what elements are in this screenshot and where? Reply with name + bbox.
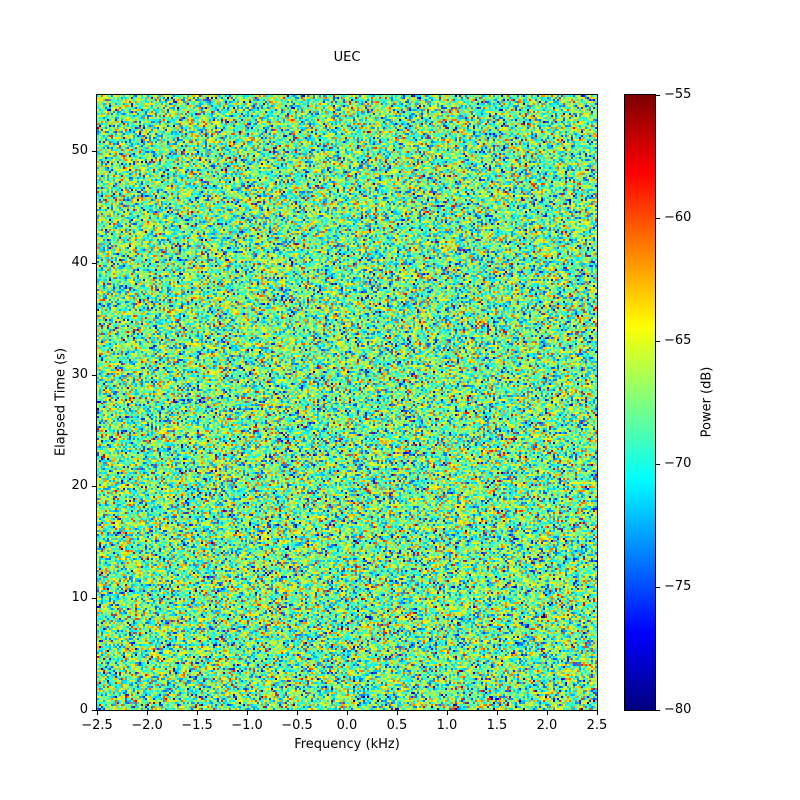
x-tick-mark bbox=[297, 711, 298, 715]
colorbar-tick-label: −55 bbox=[664, 87, 692, 102]
colorbar-tick-label: −75 bbox=[664, 579, 692, 594]
x-tick-mark bbox=[347, 711, 348, 715]
x-tick-label: 1.5 bbox=[486, 718, 508, 733]
y-tick-label: 30 bbox=[71, 366, 88, 382]
y-tick-mark bbox=[92, 374, 96, 376]
x-tick-mark bbox=[147, 711, 148, 715]
figure-title: UEC bbox=[333, 50, 361, 65]
y-tick-mark bbox=[92, 710, 96, 711]
x-tick-label: 2.0 bbox=[536, 718, 558, 733]
x-tick-label: −0.5 bbox=[281, 718, 313, 733]
x-axis-label: Frequency (kHz) bbox=[294, 737, 400, 752]
colorbar-tick-mark bbox=[656, 710, 660, 711]
x-tick-mark bbox=[597, 711, 598, 715]
colorbar-tick-label: −60 bbox=[664, 210, 692, 225]
y-tick-mark bbox=[92, 486, 96, 488]
colorbar-tick-mark bbox=[656, 95, 660, 96]
x-tick-label: 0.5 bbox=[386, 718, 408, 733]
plot-area bbox=[96, 94, 598, 711]
x-tick-label: −2.5 bbox=[81, 718, 113, 733]
y-tick-label: 50 bbox=[71, 142, 88, 158]
y-tick-mark bbox=[92, 150, 96, 152]
colorbar-tick-mark bbox=[656, 587, 660, 588]
x-tick-mark bbox=[497, 711, 498, 715]
colorbar-tick-mark bbox=[656, 341, 660, 342]
y-axis-label: Elapsed Time (s) bbox=[53, 347, 69, 457]
colorbar bbox=[624, 94, 656, 711]
x-tick-mark bbox=[197, 711, 198, 715]
colorbar-tick-label: −80 bbox=[664, 702, 692, 717]
x-tick-label: 1.0 bbox=[436, 718, 458, 733]
x-tick-label: 0.0 bbox=[336, 718, 358, 733]
y-tick-label: 10 bbox=[71, 590, 88, 606]
x-tick-label: −1.5 bbox=[181, 718, 213, 733]
x-tick-mark bbox=[97, 711, 98, 715]
colorbar-label: Power (dB) bbox=[699, 366, 715, 438]
x-tick-mark bbox=[447, 711, 448, 715]
x-tick-mark bbox=[547, 711, 548, 715]
x-tick-label: 2.5 bbox=[586, 718, 608, 733]
colorbar-tick-label: −70 bbox=[664, 456, 692, 471]
y-tick-mark bbox=[92, 598, 96, 600]
x-tick-mark bbox=[247, 711, 248, 715]
colorbar-tick-mark bbox=[656, 218, 660, 219]
x-tick-label: −1.0 bbox=[231, 718, 263, 733]
y-tick-label: 20 bbox=[71, 478, 88, 494]
spectrogram-heatmap-canvas bbox=[97, 95, 597, 710]
x-tick-label: −2.0 bbox=[131, 718, 163, 733]
y-tick-label: 0 bbox=[79, 702, 88, 717]
colorbar-tick-label: −65 bbox=[664, 333, 692, 348]
y-tick-mark bbox=[92, 262, 96, 264]
colorbar-gradient-canvas bbox=[625, 95, 655, 710]
colorbar-tick-mark bbox=[656, 464, 660, 465]
y-tick-label: 40 bbox=[71, 254, 88, 270]
x-tick-mark bbox=[397, 711, 398, 715]
